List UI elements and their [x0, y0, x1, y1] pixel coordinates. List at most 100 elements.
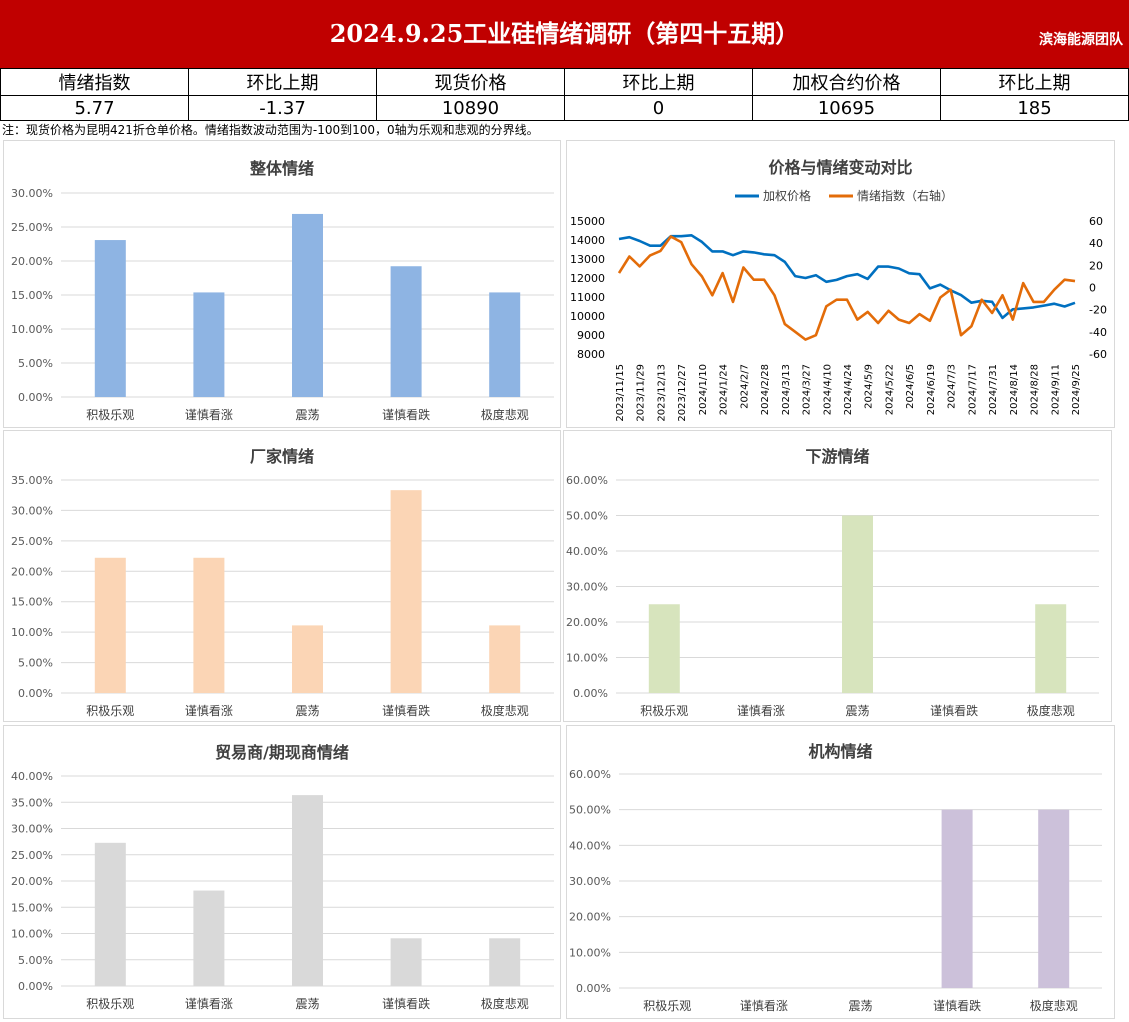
y-tick-label: 0.00% [576, 982, 611, 995]
x-tick-label: 2024/8/28 [1030, 364, 1041, 415]
y-tick-label: 60.00% [569, 768, 611, 781]
price-sentiment-title: 价格与情绪变动对比 [768, 158, 913, 177]
bar [648, 604, 680, 693]
right-y-tick-label: -40 [1089, 326, 1107, 339]
trader-sentiment-panel: 贸易商/期现商情绪 0.00% 5.00% 10.00% 15.00% 20.00% 25… [3, 725, 561, 1019]
left-y-tick-label: 11000 [570, 291, 605, 304]
x-tick-label: 积极乐观 [86, 704, 134, 718]
y-tick-label: 20.00% [566, 616, 608, 629]
bar [390, 266, 422, 397]
x-tick-label: 2024/4/24 [843, 364, 854, 415]
left-y-tick-label: 13000 [570, 253, 605, 266]
x-tick-label: 2024/2/7 [739, 364, 750, 409]
x-tick-label: 震荡 [848, 999, 872, 1013]
x-tick-label: 2024/1/24 [719, 364, 730, 415]
y-tick-label: 50.00% [569, 804, 611, 817]
label-spot-price: 现货价格 [376, 68, 565, 96]
bar [390, 490, 422, 693]
y-tick-label: 15.00% [11, 596, 53, 609]
y-tick-label: 20.00% [11, 255, 53, 268]
x-tick-label: 2024/3/27 [802, 364, 813, 415]
x-tick-label: 2024/3/13 [781, 364, 792, 415]
y-tick-label: 10.00% [569, 946, 611, 959]
bar [489, 938, 521, 986]
x-tick-label: 震荡 [295, 704, 319, 718]
y-tick-label: 25.00% [11, 221, 53, 234]
x-tick-label: 2023/12/27 [677, 364, 688, 422]
x-tick-label: 积极乐观 [643, 999, 691, 1013]
bar [193, 890, 225, 986]
y-tick-label: 30.00% [11, 187, 53, 200]
right-y-tick-label: 60 [1089, 215, 1103, 228]
x-tick-label: 2024/5/9 [864, 364, 875, 409]
bar [489, 625, 521, 693]
overall-sentiment-panel: 整体情绪 0.00% 5.00% 10.00% 15.00% 20.00% 25.00% 3… [3, 140, 561, 428]
bar [1035, 604, 1067, 693]
y-tick-label: 30.00% [11, 504, 53, 517]
y-tick-label: 30.00% [11, 823, 53, 836]
downstream-sentiment-panel: 下游情绪 0.00% 10.00% 20.00% 30.00% 40.00% 50.00%… [563, 430, 1112, 722]
bar [292, 213, 323, 397]
bar [842, 515, 873, 693]
y-tick-label: 10.00% [566, 652, 608, 665]
overall-chart: 0.00% 5.00% 10.00% 15.00% 20.00% 25.00% 30.00%… [11, 187, 554, 422]
x-tick-label: 2024/6/5 [905, 364, 916, 409]
downstream-chart: 0.00% 10.00% 20.00% 30.00% 40.00% 50.00% 60.00… [566, 474, 1099, 718]
x-tick-label: 积极乐观 [86, 997, 134, 1011]
y-tick-label: 60.00% [566, 474, 608, 487]
x-tick-label: 2024/6/19 [926, 364, 937, 415]
x-tick-label: 极度悲观 [1030, 998, 1078, 1013]
x-tick-label: 谨慎看涨 [740, 998, 788, 1013]
factory-chart-title: 厂家情绪 [249, 447, 314, 466]
institution-chart: 0.00% 10.00% 20.00% 30.00% 40.00% 50.00% 60.00… [569, 768, 1102, 1013]
bar [94, 842, 126, 986]
y-tick-label: 25.00% [11, 535, 53, 548]
trader-chart: 0.00% 5.00% 10.00% 15.00% 20.00% 25.00% 30.00%… [11, 770, 554, 1011]
y-tick-label: 10.00% [11, 323, 53, 336]
bar [292, 625, 323, 693]
overall-chart-title: 整体情绪 [249, 159, 314, 178]
x-tick-label: 2024/7/17 [967, 364, 978, 415]
bar [193, 292, 225, 397]
y-tick-label: 30.00% [569, 875, 611, 888]
y-tick-label: 40.00% [566, 545, 608, 558]
x-tick-label: 震荡 [295, 408, 319, 422]
value-sentiment-index: 5.77 [0, 95, 189, 121]
report-header: 2024.9.25工业硅情绪调研（第四十五期） 滨海能源团队 [0, 0, 1129, 68]
summary-label-row: 情绪指数 环比上期 现货价格 环比上期 加权合约价格 环比上期 [0, 68, 1129, 96]
price-sentiment-chart: 8000 9000 10000 11000 12000 13000 14000 15000 -6… [570, 188, 1107, 422]
x-tick-label: 谨慎看涨 [185, 996, 233, 1011]
label-weighted-price: 加权合约价格 [752, 68, 941, 96]
x-tick-label: 极度悲观 [481, 407, 529, 422]
x-tick-label: 极度悲观 [481, 703, 529, 718]
x-tick-label: 2023/11/15 [615, 364, 626, 422]
right-y-tick-label: -20 [1089, 304, 1107, 317]
left-y-tick-label: 15000 [570, 215, 605, 228]
price-series-line [618, 234, 1076, 320]
x-tick-label: 谨慎看涨 [737, 703, 785, 718]
y-tick-label: 0.00% [18, 980, 53, 993]
label-sentiment-index: 情绪指数 [0, 68, 189, 96]
x-tick-label: 2023/11/29 [636, 364, 647, 422]
bar [390, 938, 422, 986]
x-tick-label: 积极乐观 [86, 408, 134, 422]
x-tick-label: 谨慎看跌 [382, 407, 430, 422]
x-tick-label: 谨慎看跌 [933, 998, 981, 1013]
bar [94, 240, 126, 397]
value-weighted-price: 10695 [752, 95, 941, 121]
y-tick-label: 40.00% [11, 770, 53, 783]
y-tick-label: 5.00% [18, 657, 53, 670]
summary-table: 情绪指数 环比上期 现货价格 环比上期 加权合约价格 环比上期 5.77 -1.… [0, 68, 1129, 121]
right-y-tick-label: 40 [1089, 237, 1103, 250]
value-spot-change: 0 [564, 95, 753, 121]
factory-chart: 0.00% 5.00% 10.00% 15.00% 20.00% 25.00% 30.00%… [11, 474, 554, 718]
bar [1038, 809, 1070, 988]
label-sentiment-change: 环比上期 [188, 68, 377, 96]
bar [193, 557, 225, 693]
x-tick-label: 2024/7/31 [988, 364, 999, 415]
y-tick-label: 5.00% [18, 954, 53, 967]
right-y-tick-label: 20 [1089, 259, 1103, 272]
left-y-tick-label: 12000 [570, 272, 605, 285]
x-tick-label: 2024/4/10 [822, 364, 833, 415]
downstream-chart-title: 下游情绪 [805, 447, 870, 466]
